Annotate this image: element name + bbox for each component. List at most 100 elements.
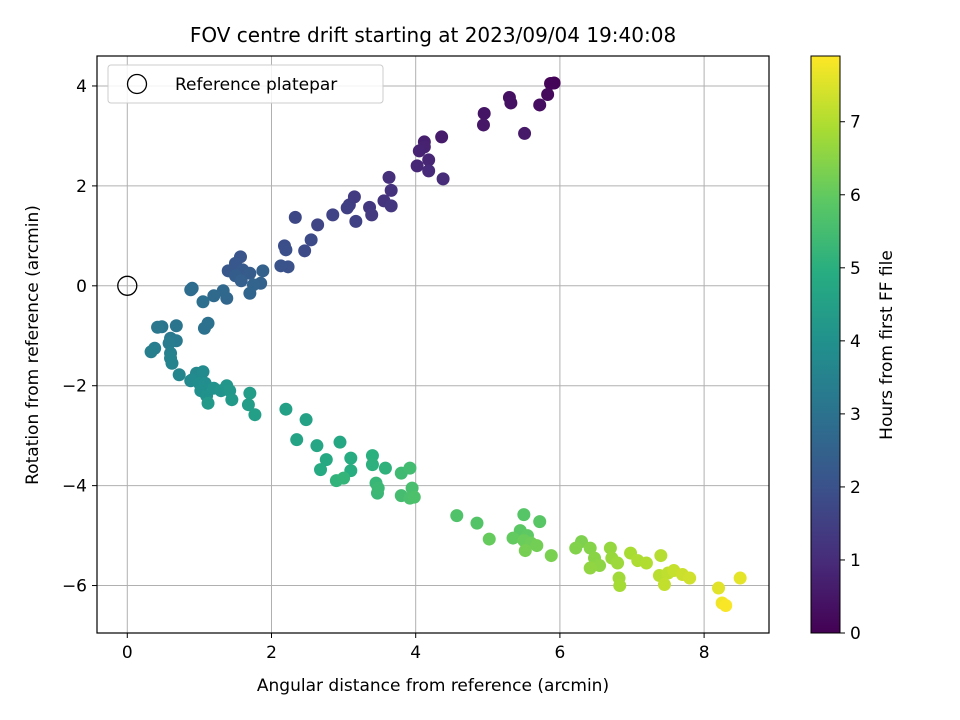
data-point	[384, 183, 398, 197]
data-point	[403, 461, 417, 475]
data-point	[378, 461, 392, 475]
data-point	[435, 130, 449, 144]
colorbar-label: Hours from first FF file	[877, 250, 897, 440]
data-point	[165, 356, 179, 370]
data-point	[719, 599, 733, 613]
plot-frame	[96, 55, 770, 634]
data-point	[712, 581, 726, 595]
x-axis-ticks: 0 2 4 6 8	[122, 633, 710, 663]
legend-box	[107, 64, 384, 104]
data-point	[333, 435, 347, 449]
x-tick-label: 2	[266, 643, 277, 663]
data-point	[234, 274, 248, 288]
data-point	[248, 408, 262, 422]
data-point	[365, 458, 379, 472]
colorbar	[810, 55, 841, 634]
data-point	[657, 578, 671, 592]
data-point	[541, 87, 555, 101]
data-point	[583, 561, 597, 575]
data-points	[144, 76, 747, 613]
data-point	[569, 541, 583, 555]
data-point	[290, 433, 304, 447]
data-point	[337, 471, 351, 485]
x-tick-label: 0	[122, 643, 133, 663]
colorbar-tick-label: 0	[850, 624, 861, 644]
reference-marker-group	[117, 275, 138, 296]
data-point	[279, 402, 293, 416]
x-tick-label: 8	[699, 643, 710, 663]
data-point	[326, 208, 340, 222]
data-point	[314, 463, 328, 477]
data-point	[365, 208, 379, 222]
y-tick-label: 2	[76, 177, 87, 197]
data-point	[583, 541, 597, 555]
data-point	[344, 451, 358, 465]
data-point	[243, 386, 257, 400]
colorbar-tick-label: 7	[850, 113, 861, 133]
colorbar-tick-label: 4	[850, 332, 861, 352]
data-point	[304, 233, 318, 247]
data-point	[544, 76, 558, 90]
data-point	[611, 556, 625, 570]
x-axis-label: Angular distance from reference (arcmin)	[257, 676, 609, 696]
data-point	[319, 453, 333, 467]
data-point	[436, 172, 450, 186]
data-point	[243, 286, 257, 300]
data-point	[310, 439, 324, 453]
data-point	[518, 544, 532, 558]
x-tick-label: 4	[410, 643, 421, 663]
colorbar-tick-label: 5	[850, 259, 861, 279]
y-tick-label: 0	[76, 277, 87, 297]
data-point	[482, 532, 496, 546]
data-point	[184, 283, 198, 297]
reference-platepar-marker	[117, 275, 138, 296]
colorbar-ticks: 0 1 2 3 4 5 6 7	[840, 113, 861, 644]
colorbar-tick-label: 3	[850, 405, 861, 425]
y-tick-label: −6	[62, 577, 87, 597]
data-point	[530, 539, 544, 553]
data-point	[422, 153, 436, 167]
data-point	[207, 289, 221, 303]
data-point	[349, 214, 363, 228]
data-point	[196, 365, 210, 379]
data-point	[476, 118, 490, 132]
data-point	[683, 571, 697, 585]
data-point	[340, 201, 354, 215]
data-point	[603, 541, 617, 555]
y-tick-label: −2	[62, 377, 87, 397]
data-point	[613, 579, 627, 593]
data-point	[144, 345, 158, 359]
data-point	[504, 96, 518, 110]
data-point	[299, 413, 313, 427]
data-point	[241, 398, 255, 412]
y-tick-label: −4	[62, 477, 87, 497]
data-point	[151, 320, 165, 334]
data-point	[533, 515, 547, 529]
legend-marker-icon	[126, 73, 148, 95]
data-point	[506, 531, 520, 545]
legend-label: Reference platepar	[175, 75, 337, 95]
data-point	[243, 266, 257, 280]
data-point	[274, 259, 288, 273]
data-point	[544, 549, 558, 563]
data-point	[384, 199, 398, 213]
data-point	[422, 164, 436, 178]
data-point	[477, 106, 491, 120]
legend: Reference platepar	[107, 64, 384, 104]
data-point	[225, 393, 239, 407]
data-point	[365, 449, 379, 463]
data-point	[197, 321, 211, 335]
data-point	[450, 509, 464, 523]
data-point	[162, 336, 176, 350]
y-axis-ticks: −6 −4 −2 0 2 4	[62, 77, 97, 597]
data-point	[407, 490, 421, 504]
data-point	[412, 144, 426, 158]
y-tick-label: 4	[76, 77, 87, 97]
data-point	[196, 295, 210, 309]
data-point	[371, 481, 385, 495]
data-point	[410, 159, 424, 173]
data-point	[279, 243, 293, 257]
colorbar-tick-label: 2	[850, 478, 861, 498]
data-point	[382, 170, 396, 184]
data-point	[639, 556, 653, 570]
